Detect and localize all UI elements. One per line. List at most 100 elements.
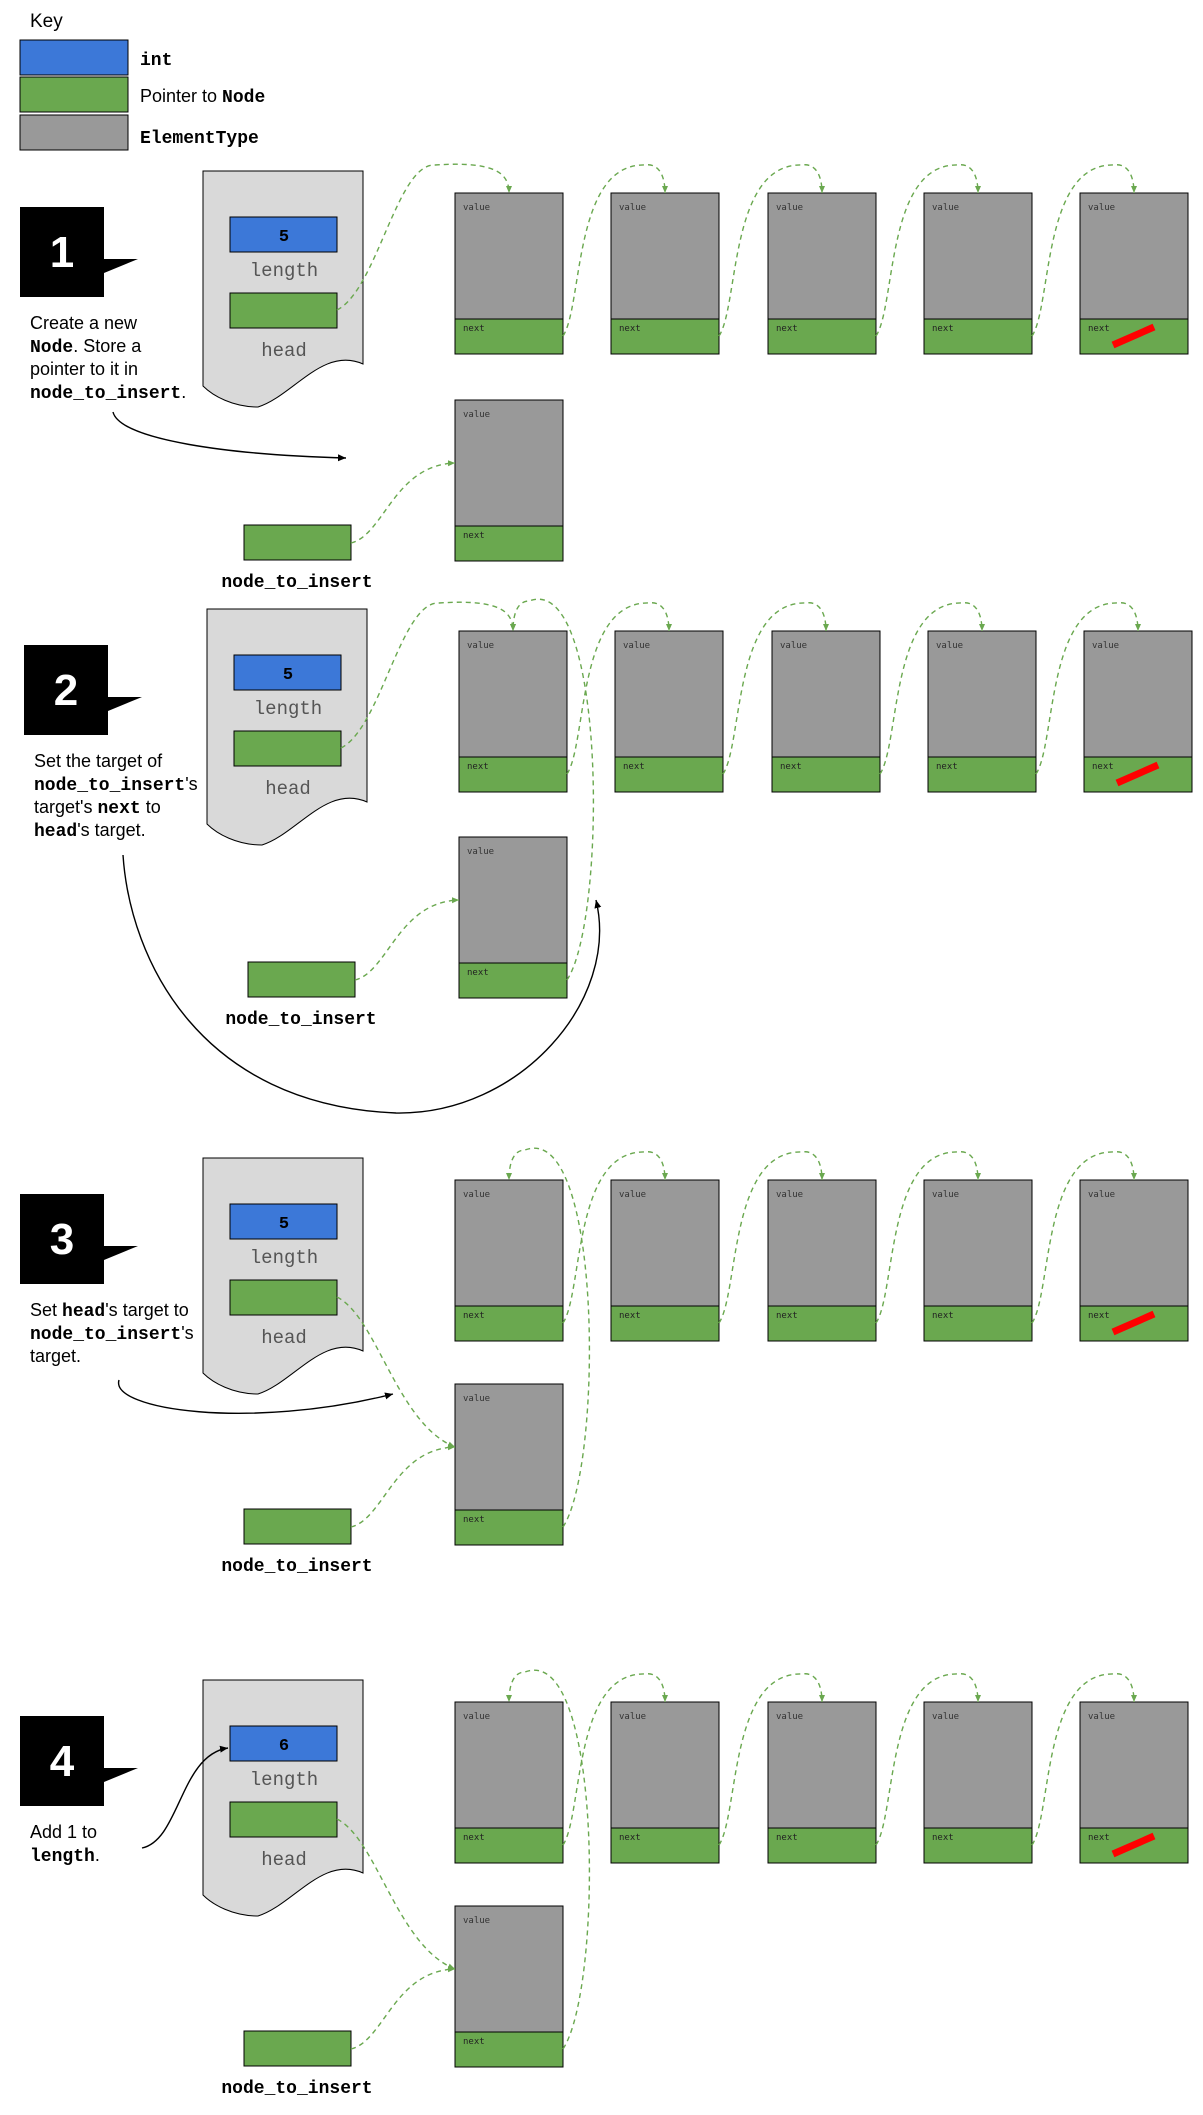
node-value-box <box>454 192 564 320</box>
key-pointer-label: Pointer to Node <box>140 86 265 108</box>
node-next-label: next <box>463 1311 485 1321</box>
step-description-line: Create a new <box>30 313 138 333</box>
node-value-label: value <box>463 1394 490 1404</box>
node-next-box <box>923 318 1033 355</box>
node-value-label: value <box>1088 1712 1115 1722</box>
code-text: Node <box>30 338 73 358</box>
node-value-box <box>610 192 720 320</box>
node-next-box <box>771 756 881 793</box>
step-badge-shape <box>20 1716 138 1806</box>
plain-text: 's target to <box>105 1300 188 1320</box>
key-element-label: ElementType <box>140 129 259 149</box>
int-swatch-icon <box>19 39 129 76</box>
plain-text: 's <box>181 1323 193 1343</box>
node-value-label: value <box>776 1712 803 1722</box>
step-description-line: Set head's target to <box>30 1300 189 1322</box>
list-node: value next <box>927 630 1037 793</box>
node-next-box <box>454 2031 564 2068</box>
step-number-badge: 2 <box>24 645 142 735</box>
step-description-line: target's next to <box>34 797 161 819</box>
head-label: head <box>261 1849 307 1871</box>
head-field <box>233 730 342 767</box>
node-next-label: next <box>932 1311 954 1321</box>
node-value-label: value <box>463 1190 490 1200</box>
step-action-arrow <box>141 1745 229 1849</box>
step-number-badge: 1 <box>20 207 138 297</box>
length-field <box>229 1203 338 1240</box>
node-value-box <box>458 836 568 964</box>
pointer-arrow <box>336 1818 456 1970</box>
step-action-arrow <box>112 411 347 462</box>
element-swatch-icon <box>19 114 129 151</box>
step-description-line: node_to_insert's <box>34 774 198 796</box>
node-value-box <box>767 192 877 320</box>
plain-text: . <box>95 1845 100 1865</box>
node-next-label: next <box>623 762 645 772</box>
plain-text: . Store a <box>73 336 142 356</box>
node-to-insert-pointer <box>247 961 356 998</box>
step-number: 2 <box>54 666 78 715</box>
pointer-arrow <box>562 1151 668 1324</box>
list-node: value next <box>454 1701 564 1864</box>
node-next-box <box>458 962 568 999</box>
step-description-line: head's target. <box>34 820 146 842</box>
node-value-label: value <box>463 1712 490 1722</box>
step-badge-shape <box>24 645 142 735</box>
list-node: value next <box>771 630 881 793</box>
node-value-label: value <box>936 641 963 651</box>
node-value-label: value <box>467 847 494 857</box>
node-next-label: next <box>932 324 954 334</box>
node-value-box <box>610 1179 720 1307</box>
node-to-insert-label: node_to_insert <box>221 573 372 593</box>
list-node: value next <box>610 192 720 355</box>
pointer-arrow <box>354 897 460 981</box>
node-value-box <box>927 630 1037 758</box>
node-next-box <box>454 1827 564 1864</box>
head-label: head <box>261 340 307 362</box>
list-node: value next <box>1083 630 1193 793</box>
plain-text: 's target. <box>77 820 145 840</box>
step-badge-shape <box>20 207 138 297</box>
list-struct-box <box>202 1679 364 1917</box>
key-pointer-prefix: Pointer to <box>140 86 222 106</box>
node-next-box <box>610 1305 720 1342</box>
node-next-box <box>614 756 724 793</box>
node-value-label: value <box>1092 641 1119 651</box>
code-text: node_to_insert <box>34 776 185 796</box>
step-description-line: node_to_insert. <box>30 382 186 404</box>
list-node: value next <box>610 1179 720 1342</box>
list-node: value next <box>767 192 877 355</box>
node-next-label: next <box>1088 324 1110 334</box>
steps: 1 Create a new Node. Store a pointer to it … <box>20 163 1193 2099</box>
step-description-line: length. <box>30 1845 100 1867</box>
list-node: value next <box>923 1701 1033 1864</box>
code-text: node_to_insert <box>30 1325 181 1345</box>
pointer-arrow <box>875 1673 981 1846</box>
length-label: length <box>250 260 318 282</box>
plain-text: Set the target of <box>34 751 163 771</box>
step-description-line: node_to_insert's <box>30 1323 194 1345</box>
length-label: length <box>250 1247 318 1269</box>
step-number: 1 <box>50 228 74 277</box>
length-field <box>229 1725 338 1762</box>
node-value-box <box>454 1701 564 1829</box>
list-node: value next <box>610 1701 720 1864</box>
head-field <box>229 292 338 329</box>
list-struct: 5 length head <box>202 170 364 408</box>
code-text: length <box>30 1847 95 1867</box>
node-next-label: next <box>467 968 489 978</box>
step-description-line: pointer to it in <box>30 359 138 379</box>
node-to-insert-label: node_to_insert <box>225 1010 376 1030</box>
length-field <box>229 216 338 253</box>
step-description: Add 1 to length. <box>30 1822 100 1867</box>
list-node: value next <box>767 1701 877 1864</box>
node-value-box <box>771 630 881 758</box>
null-pointer-mark <box>1111 1832 1156 1858</box>
pointer-arrow <box>350 460 456 544</box>
node-value-box <box>1083 630 1193 758</box>
node-value-box <box>614 630 724 758</box>
node-next-label: next <box>932 1833 954 1843</box>
pointer-arrow <box>350 1444 456 1528</box>
